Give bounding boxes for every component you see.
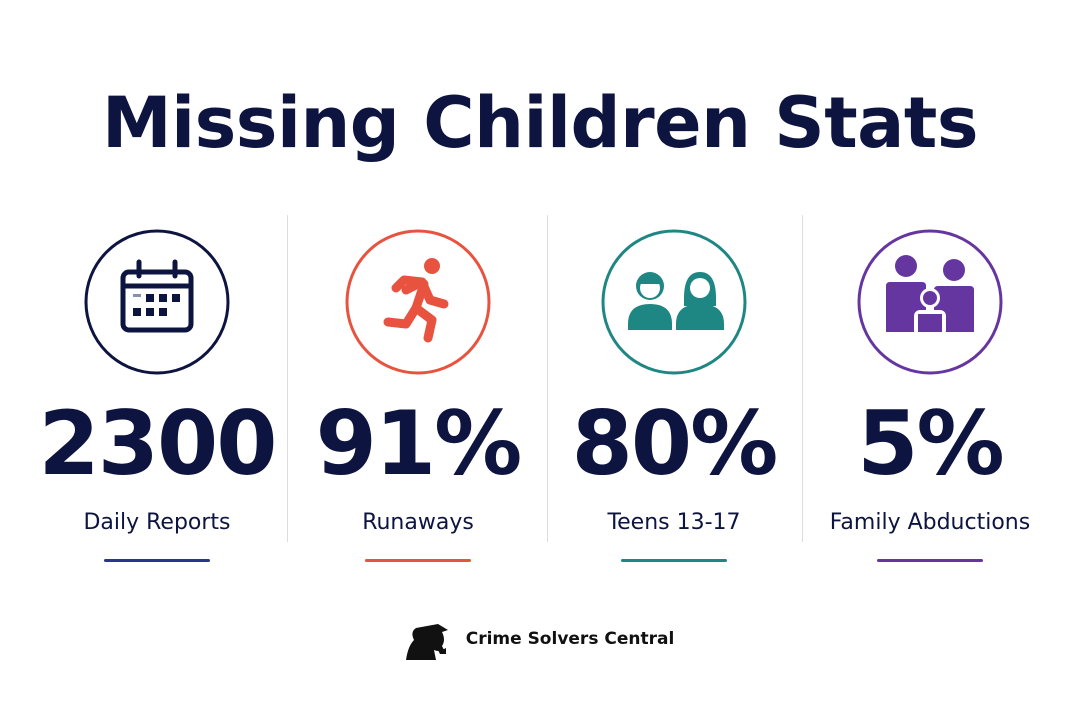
stat-card: 5% Family Abductions — [802, 228, 1058, 562]
stat-card: 91% Runaways — [290, 228, 546, 562]
stat-value: 5% — [857, 392, 1004, 495]
accent-rule — [104, 559, 210, 562]
divider — [287, 215, 288, 542]
stat-label: Runaways — [362, 510, 474, 535]
family-icon — [857, 229, 1003, 375]
accent-rule — [877, 559, 983, 562]
stat-label: Daily Reports — [83, 510, 231, 535]
accent-rule — [621, 559, 727, 562]
divider — [547, 215, 548, 542]
stat-value: 2300 — [38, 392, 278, 495]
calendar-icon — [84, 229, 230, 375]
runner-icon — [345, 229, 491, 375]
footer: Crime Solvers Central — [0, 616, 1080, 662]
stat-value: 80% — [571, 392, 779, 495]
divider — [802, 215, 803, 542]
teens-icon — [601, 229, 747, 375]
stat-label: Teens 13-17 — [607, 510, 741, 535]
title: Missing Children Stats — [101, 82, 979, 164]
brand-name: Crime Solvers Central — [465, 629, 675, 649]
stat-card: 80% Teens 13-17 — [546, 228, 802, 562]
accent-rule — [365, 559, 471, 562]
stat-label: Family Abductions — [829, 510, 1031, 535]
stat-card: 2300 Daily Reports — [29, 228, 285, 562]
detective-logo — [405, 624, 448, 660]
stat-value: 91% — [315, 392, 523, 495]
